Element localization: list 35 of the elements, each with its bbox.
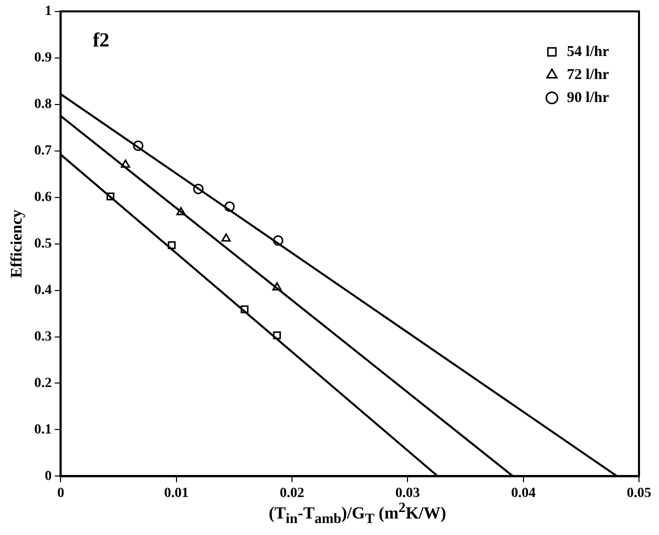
x-tick-label: 0.01: [164, 486, 189, 502]
y-tick-label: 0.5: [34, 236, 52, 252]
y-tick-label: 0.3: [34, 329, 52, 344]
x-tick-label: 0.04: [511, 486, 536, 502]
point: [224, 201, 235, 212]
y-tick-label: 0.6: [34, 190, 52, 205]
y-tick-label: 0: [44, 468, 52, 484]
annotation: f2: [92, 30, 110, 52]
y-tick-label: 0.9: [34, 50, 52, 66]
text: (T$_{in}$-T$_{amb}$)/G$_{T}$ (m$^{2}$K/W): [268, 500, 446, 528]
point: [120, 160, 130, 168]
point: [132, 140, 144, 151]
point: [221, 233, 231, 242]
x-tick-label: 0.05: [626, 486, 652, 502]
y-tick-label: 1: [44, 4, 52, 20]
x-tick-label: 0.03: [395, 486, 420, 502]
y-tick-label: 0.4: [34, 282, 52, 298]
y-axis-title: Efficiency: [8, 210, 26, 278]
y-tick-label: 0.7: [34, 143, 52, 158]
legend-label: 72 l/hr: [566, 66, 610, 83]
point: [193, 184, 204, 194]
y-tick-label: 0.2: [34, 376, 52, 391]
point: [240, 305, 249, 314]
point: [272, 235, 284, 246]
point: [106, 192, 114, 200]
point: [273, 331, 281, 340]
x-tick-label: 0: [57, 486, 64, 502]
legend-label: 54 l/hr: [566, 44, 610, 60]
y-tick-label: 0.8: [34, 96, 52, 112]
point: [176, 206, 186, 216]
x-tick-label: 0.02: [280, 486, 304, 502]
y-tick-label: 0.1: [34, 422, 52, 438]
point: [168, 241, 176, 250]
legend-label: 90 l/hr: [566, 90, 610, 106]
point: [272, 282, 282, 290]
